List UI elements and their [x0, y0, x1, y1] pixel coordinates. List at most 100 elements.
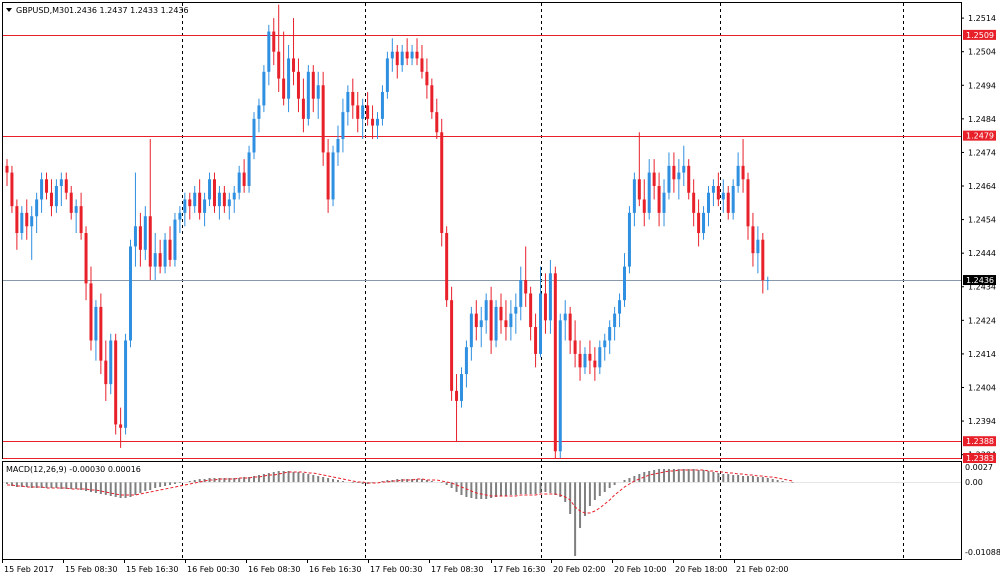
- candle-body: [390, 51, 394, 59]
- candle-body: [208, 179, 212, 200]
- candle: [509, 300, 513, 341]
- candle-body: [702, 212, 706, 234]
- candle-body: [756, 239, 760, 254]
- candle-body: [459, 374, 463, 401]
- candle-body: [588, 353, 592, 361]
- candle-body: [529, 293, 533, 328]
- candle: [15, 199, 19, 250]
- candle-body: [627, 212, 631, 267]
- horizontal-levels: [3, 35, 961, 459]
- candle: [311, 65, 315, 113]
- candle-body: [568, 313, 572, 341]
- candle: [247, 145, 251, 193]
- candle: [366, 91, 370, 126]
- candle: [395, 44, 399, 79]
- macd-signal-line: [7, 469, 793, 514]
- candle: [59, 172, 63, 207]
- candle-body: [74, 206, 78, 213]
- time-axis: 15 Feb 2017 15 Feb 08:30 15 Feb 16:30 16 Fe…: [2, 559, 788, 574]
- candle: [124, 333, 128, 435]
- candle: [529, 286, 533, 341]
- candle-body: [20, 212, 24, 234]
- candle: [672, 152, 676, 193]
- candle-body: [583, 353, 587, 368]
- candle-body: [356, 105, 360, 119]
- candle: [702, 206, 706, 240]
- candle: [756, 226, 760, 274]
- candle: [346, 85, 350, 126]
- candle: [321, 71, 325, 166]
- candle: [183, 192, 187, 227]
- candle: [573, 320, 577, 368]
- candle-body: [672, 165, 676, 180]
- candle-body: [420, 58, 424, 72]
- y-tick-label: 1.2404: [968, 383, 996, 392]
- candle: [208, 172, 212, 207]
- candle: [706, 186, 710, 227]
- candle: [242, 159, 246, 193]
- candle-body: [10, 172, 14, 207]
- candle: [267, 24, 271, 86]
- candle: [148, 138, 152, 281]
- candle: [420, 44, 424, 79]
- candle-body: [15, 206, 19, 234]
- candle-body: [534, 327, 538, 354]
- candle: [637, 132, 641, 207]
- candle-body: [54, 186, 58, 207]
- candle-body: [79, 206, 83, 234]
- candle: [193, 186, 197, 213]
- candle: [64, 172, 68, 200]
- candle-body: [514, 306, 518, 314]
- candle-body: [321, 85, 325, 153]
- candle: [440, 118, 444, 247]
- candle-body: [682, 165, 686, 173]
- candle: [212, 172, 216, 213]
- level-tag-2-bg: [963, 436, 996, 447]
- collapse-triangle-icon[interactable]: [6, 8, 12, 12]
- candle: [380, 85, 384, 126]
- candle: [74, 199, 78, 234]
- candle: [217, 186, 221, 220]
- candle-body: [351, 91, 355, 106]
- y-tick-label: 1.2394: [968, 417, 996, 426]
- candle: [553, 266, 557, 458]
- candle: [741, 138, 745, 193]
- candle: [751, 212, 755, 267]
- candle-body: [608, 327, 612, 341]
- candle: [514, 293, 518, 334]
- candle-body: [59, 179, 63, 187]
- candle-body: [623, 266, 626, 301]
- candle-body: [84, 233, 88, 284]
- candle: [474, 300, 478, 341]
- candle: [766, 276, 770, 291]
- candle-body: [657, 186, 661, 213]
- macd-panel-frame: [2, 461, 962, 560]
- candle: [143, 206, 147, 260]
- candle-body: [494, 306, 498, 341]
- candle-body: [548, 273, 552, 321]
- candle: [652, 159, 656, 200]
- candle: [499, 293, 503, 334]
- x-tick-label: 16 Feb 08:30: [248, 565, 300, 574]
- candle: [524, 246, 528, 307]
- x-tick-label: 17 Feb 08:30: [431, 565, 483, 574]
- candle: [287, 44, 291, 113]
- candle: [568, 306, 572, 354]
- candle: [35, 192, 39, 234]
- candle: [558, 313, 562, 458]
- y-tick-label: 1.2464: [968, 182, 996, 191]
- candle-body: [395, 51, 399, 66]
- candle-body: [711, 186, 715, 193]
- candle: [356, 91, 360, 133]
- candle: [504, 300, 508, 341]
- candle: [114, 333, 118, 435]
- candle-body: [637, 179, 641, 200]
- candle-body: [282, 78, 286, 99]
- x-tick-label: 20 Feb 18:00: [675, 565, 727, 574]
- candle: [647, 159, 651, 220]
- candle-body: [598, 347, 602, 368]
- candle-body: [563, 313, 567, 321]
- candle: [464, 340, 468, 388]
- candle-body: [376, 118, 379, 126]
- candle: [455, 374, 459, 442]
